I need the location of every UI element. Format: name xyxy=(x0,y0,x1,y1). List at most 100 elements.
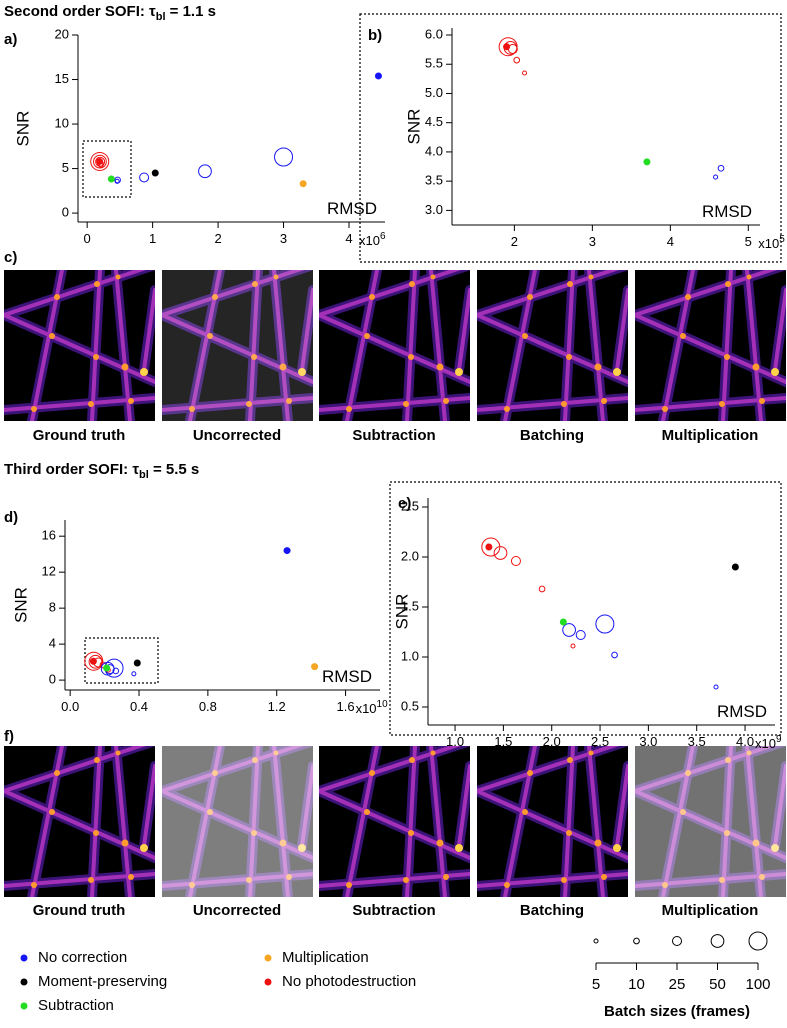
multiplier-base: x10 xyxy=(755,736,776,751)
image-label: Multiplication xyxy=(662,902,759,919)
x-tick-label: 3 xyxy=(589,234,596,249)
x-tick-label: 3.0 xyxy=(639,734,657,749)
point xyxy=(299,180,307,188)
legend-marker xyxy=(264,954,272,962)
axis-multiplier: x105 xyxy=(758,234,785,251)
sofi-image xyxy=(319,265,470,421)
batch-point xyxy=(522,70,528,76)
x-axis-label: RMSD xyxy=(717,702,767,721)
y-tick-label: 20 xyxy=(55,26,69,41)
batch-point xyxy=(513,56,521,64)
multiplier-base: x10 xyxy=(359,233,380,248)
point xyxy=(133,659,141,667)
batch-point xyxy=(575,630,586,640)
title-lead: Third order SOFI: τ xyxy=(4,461,139,478)
y-axis-label: SNR xyxy=(404,109,423,145)
y-tick-label: 0 xyxy=(62,205,69,220)
image-label: Subtraction xyxy=(352,427,435,444)
y-tick-label: 15 xyxy=(55,71,69,86)
legend-label: Moment-preserving xyxy=(38,973,167,990)
x-axis-label: RMSD xyxy=(322,667,372,686)
image-label: Batching xyxy=(520,902,584,919)
y-tick-label: 5.5 xyxy=(425,56,443,71)
batch-point xyxy=(562,623,576,637)
batch-point xyxy=(713,174,719,180)
y-axis-label: SNR xyxy=(392,594,411,630)
sofi-image xyxy=(4,265,155,421)
batch-point xyxy=(274,147,294,167)
panel-label: b) xyxy=(368,27,382,44)
image-label: Uncorrected xyxy=(193,902,281,919)
x-tick-label: 0.0 xyxy=(61,699,79,714)
x-tick-label: 3 xyxy=(280,231,287,246)
batch-size-label: 50 xyxy=(709,976,726,993)
batch-size-marker xyxy=(633,937,640,945)
batch-point xyxy=(95,156,106,167)
y-tick-label: 12 xyxy=(42,564,56,579)
point xyxy=(96,157,104,165)
point xyxy=(89,657,97,665)
x-tick-label: 2 xyxy=(214,231,221,246)
y-tick-label: 6.0 xyxy=(425,26,443,41)
point xyxy=(311,663,319,671)
image-label: Ground truth xyxy=(33,427,125,444)
y-tick-label: 16 xyxy=(42,528,56,543)
y-tick-label: 3.5 xyxy=(425,173,443,188)
batch-point xyxy=(611,651,618,659)
title-lead: Second order SOFI: τ xyxy=(4,3,156,20)
legend-marker xyxy=(264,978,272,986)
batch-point xyxy=(498,37,518,57)
x-tick-label: 5 xyxy=(745,234,752,249)
batch-point xyxy=(595,614,615,634)
image-label: Batching xyxy=(520,427,584,444)
sofi-image xyxy=(162,265,313,421)
y-tick-label: 1.5 xyxy=(401,598,419,613)
y-tick-label: 3.0 xyxy=(425,202,443,217)
axis-multiplier: x106 xyxy=(359,231,386,248)
x-tick-label: 1.6 xyxy=(337,699,355,714)
point xyxy=(107,175,115,183)
section-title: Third order SOFI: τbl = 5.5 s xyxy=(4,461,199,481)
batch-size-label: 25 xyxy=(669,976,686,993)
point xyxy=(485,543,493,551)
zoom-region xyxy=(82,140,132,198)
y-tick-label: 1.0 xyxy=(401,648,419,663)
batch-legend-title: Batch sizes (frames) xyxy=(604,1003,750,1020)
image-label: Multiplication xyxy=(662,427,759,444)
point xyxy=(559,618,567,626)
x-tick-label: 3.5 xyxy=(688,734,706,749)
batch-point xyxy=(713,684,719,690)
batch-point xyxy=(481,537,501,557)
batch-size-marker xyxy=(593,938,599,944)
sofi-image xyxy=(4,741,155,897)
y-tick-label: 2.0 xyxy=(401,548,419,563)
multiplier-exponent: 6 xyxy=(380,231,386,242)
batch-size-marker xyxy=(710,934,725,948)
image-label: Ground truth xyxy=(33,902,125,919)
legend-label: No photodestruction xyxy=(282,973,416,990)
batch-point xyxy=(84,651,104,671)
batch-size-label: 5 xyxy=(592,976,600,993)
y-axis-label: SNR xyxy=(13,111,32,147)
batch-point xyxy=(90,151,110,171)
title-subscript: bl xyxy=(156,11,166,23)
title-tail: = 5.5 s xyxy=(149,461,199,478)
point xyxy=(503,43,511,51)
batch-point xyxy=(510,556,521,566)
x-tick-label: 1 xyxy=(149,231,156,246)
point xyxy=(731,563,739,571)
batch-point xyxy=(198,164,212,179)
title-tail: = 1.1 s xyxy=(166,3,216,20)
multiplier-exponent: 9 xyxy=(776,734,782,745)
point xyxy=(643,158,651,166)
sofi-image xyxy=(635,265,786,421)
x-tick-label: 1.2 xyxy=(268,699,286,714)
x-tick-label: 2.0 xyxy=(543,734,561,749)
section-title: Second order SOFI: τbl = 1.1 s xyxy=(4,3,216,23)
batch-size-label: 10 xyxy=(628,976,645,993)
legend-marker xyxy=(20,978,28,986)
title-subscript: bl xyxy=(139,469,149,481)
legend-label: Subtraction xyxy=(38,997,114,1014)
x-tick-label: 1.0 xyxy=(446,734,464,749)
image-label: Subtraction xyxy=(352,902,435,919)
